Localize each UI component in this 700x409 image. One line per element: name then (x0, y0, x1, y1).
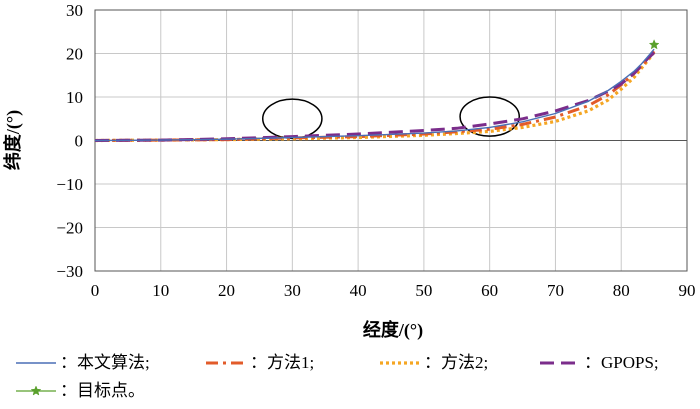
y-tick-label-6: −30 (56, 262, 83, 281)
annotations (261, 96, 521, 140)
y-tick-label-1: 20 (66, 45, 83, 64)
x-tick-label-2: 20 (218, 281, 235, 300)
legend-label-1: ：本文算法; (60, 353, 150, 372)
x-tick-label-0: 0 (91, 281, 100, 300)
legend-label-2: ：方法1; (250, 353, 315, 372)
legend-swatch-1 (16, 362, 56, 364)
y-axis-label: 纬度/(°) (2, 110, 24, 170)
series-group (94, 48, 656, 143)
annotation-ellipse-1 (261, 98, 323, 140)
legend-item-3: ：方法2; (378, 352, 528, 374)
y-tick-label-3: 0 (75, 132, 84, 151)
x-tick-label-3: 30 (284, 281, 301, 300)
series-line-3 (94, 51, 656, 143)
y-tick-label-0: 30 (66, 1, 83, 20)
target-group (648, 39, 660, 50)
legend-item-1: ：本文算法; (14, 352, 204, 374)
x-tick-label-1: 10 (152, 281, 169, 300)
series-line-2 (94, 50, 656, 142)
legend-label-target: ：目标点。 (60, 381, 145, 400)
legend-swatch-3 (380, 361, 420, 365)
series-line-4 (94, 51, 656, 142)
legend-row-2: ：目标点。 (14, 380, 700, 402)
legend-swatch-2 (206, 361, 246, 365)
y-tick-label-5: −20 (56, 219, 83, 238)
legend: ：本文算法; ：方法1; ：方法2; ：GPOPS; ：目标点。 (14, 352, 700, 408)
series-line-1 (94, 48, 655, 142)
target-point (648, 39, 660, 50)
legend-target-star (30, 385, 42, 396)
x-tick-label-5: 50 (415, 281, 432, 300)
legend-item-4: ：GPOPS; (538, 352, 700, 374)
x-tick-label-6: 60 (481, 281, 498, 300)
x-tick-label-4: 40 (350, 281, 367, 300)
x-tick-label-7: 70 (547, 281, 564, 300)
x-axis-label: 经度/(°) (363, 319, 423, 341)
legend-row-1: ：本文算法; ：方法1; ：方法2; ：GPOPS; (14, 352, 700, 374)
y-tick-label-2: 10 (66, 88, 83, 107)
x-tick-label-9: 90 (679, 281, 696, 300)
annotation-ellipse-2 (459, 96, 521, 137)
y-tick-label-4: −10 (56, 175, 83, 194)
legend-swatch-target (16, 385, 56, 396)
chart: 0 10 20 30 40 50 60 70 80 90 30 20 10 0 −10 −20 −30 经度/(… (2, 1, 696, 341)
legend-label-3: ：方法2; (424, 353, 489, 372)
legend-swatch-4 (540, 361, 580, 365)
legend-item-2: ：方法1; (204, 352, 354, 374)
legend-label-4: ：GPOPS; (584, 353, 659, 372)
legend-item-target: ：目标点。 (14, 380, 204, 402)
tick-labels: 0 10 20 30 40 50 60 70 80 90 30 20 10 0 −10 −20 −30 (56, 1, 695, 300)
x-tick-label-8: 80 (613, 281, 630, 300)
